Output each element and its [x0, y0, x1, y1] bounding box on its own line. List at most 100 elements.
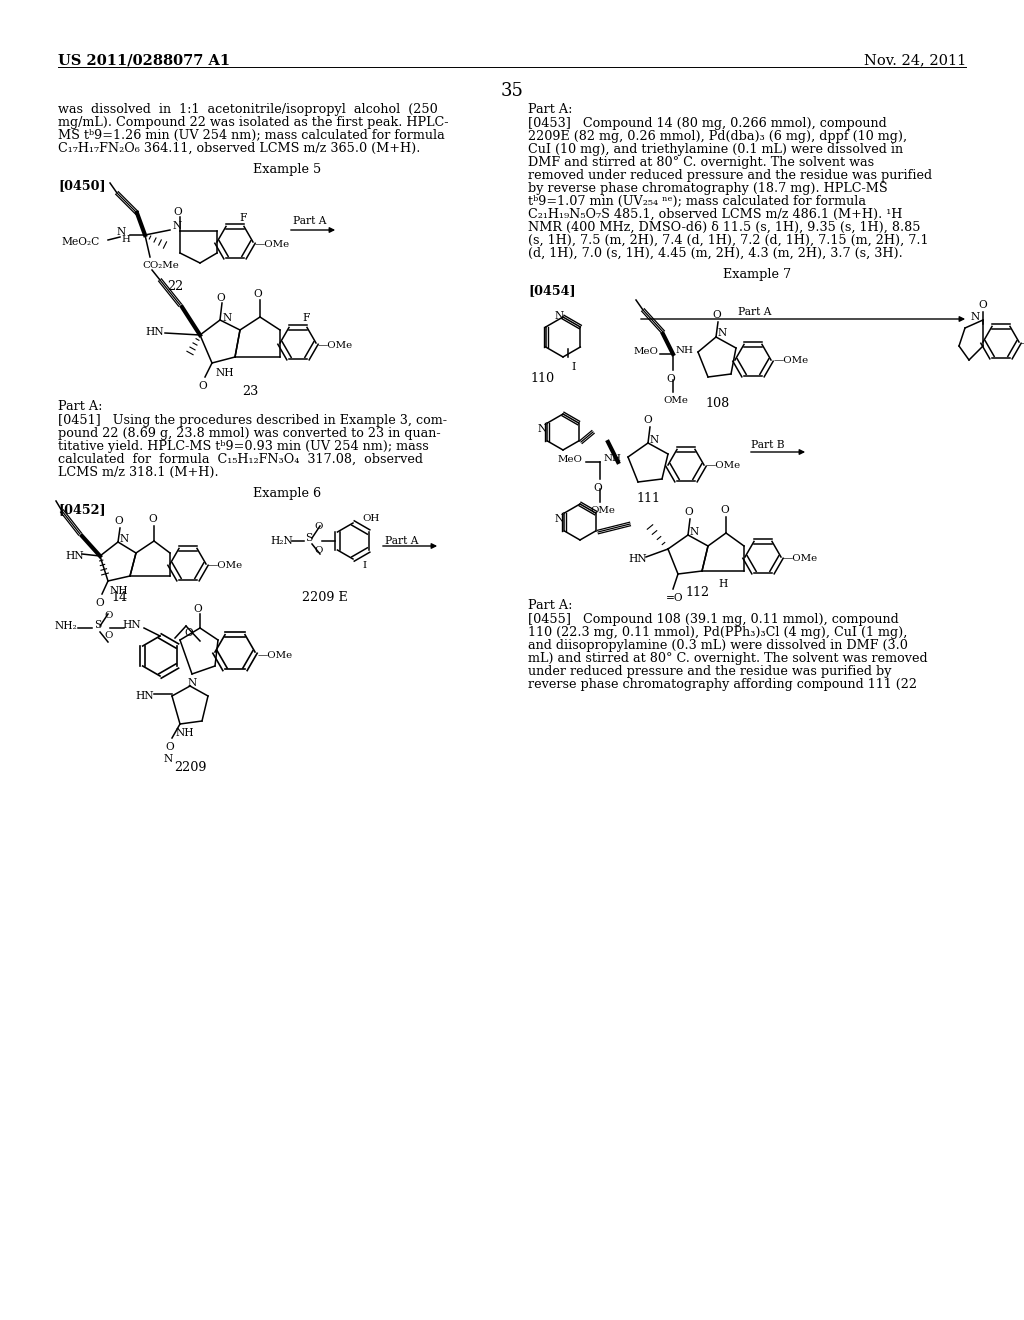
Text: mg/mL). Compound 22 was isolated as the first peak. HPLC-: mg/mL). Compound 22 was isolated as the … [58, 116, 449, 129]
Text: N: N [173, 220, 182, 231]
Text: H: H [718, 579, 727, 589]
Text: —OMe: —OMe [1021, 339, 1024, 348]
Text: O: O [314, 546, 323, 554]
Text: CO₂Me: CO₂Me [142, 261, 179, 271]
Text: [0450]: [0450] [58, 180, 105, 191]
Text: Part A:: Part A: [528, 599, 572, 612]
Text: N: N [117, 227, 126, 238]
Text: F: F [302, 313, 309, 323]
Text: 111: 111 [636, 492, 660, 506]
Text: O: O [193, 605, 202, 614]
Text: Part B: Part B [751, 440, 784, 450]
Text: MeO: MeO [558, 455, 583, 465]
Text: N: N [690, 527, 699, 537]
Text: 23: 23 [242, 385, 258, 399]
Text: 110: 110 [531, 372, 555, 385]
Text: O: O [253, 289, 262, 300]
Text: 35: 35 [501, 82, 523, 100]
Text: —OMe: —OMe [208, 561, 243, 570]
Text: Example 6: Example 6 [253, 487, 322, 500]
Text: pound 22 (8.69 g, 23.8 mmol) was converted to 23 in quan-: pound 22 (8.69 g, 23.8 mmol) was convert… [58, 426, 440, 440]
Text: C₁₇H₁₇FN₂O₆ 364.11, observed LCMS m/z 365.0 (M+H).: C₁₇H₁₇FN₂O₆ 364.11, observed LCMS m/z 36… [58, 143, 421, 154]
Text: Nov. 24, 2011: Nov. 24, 2011 [864, 53, 966, 67]
Text: O: O [104, 631, 113, 640]
Text: O: O [643, 414, 651, 425]
Text: tᵇ9=1.07 min (UV₂₅₄ ⁿᵉ); mass calculated for formula: tᵇ9=1.07 min (UV₂₅₄ ⁿᵉ); mass calculated… [528, 195, 866, 209]
Text: MS tᵇ9=1.26 min (UV 254 nm); mass calculated for formula: MS tᵇ9=1.26 min (UV 254 nm); mass calcul… [58, 129, 444, 143]
Text: HN: HN [135, 690, 154, 701]
Text: H: H [121, 235, 130, 244]
Text: =O: =O [666, 593, 684, 603]
Text: N: N [538, 424, 547, 434]
Text: [0453]   Compound 14 (80 mg, 0.266 mmol), compound: [0453] Compound 14 (80 mg, 0.266 mmol), … [528, 117, 887, 129]
Text: mL) and stirred at 80° C. overnight. The solvent was removed: mL) and stirred at 80° C. overnight. The… [528, 652, 928, 665]
Text: and diisopropylamine (0.3 mL) were dissolved in DMF (3.0: and diisopropylamine (0.3 mL) were disso… [528, 639, 908, 652]
Text: DMF and stirred at 80° C. overnight. The solvent was: DMF and stirred at 80° C. overnight. The… [528, 156, 874, 169]
Text: O: O [173, 207, 181, 216]
Text: O: O [593, 483, 602, 492]
Text: O: O [198, 381, 207, 391]
Text: O: O [95, 598, 103, 609]
Text: 2209: 2209 [174, 762, 206, 774]
Text: N: N [120, 535, 129, 544]
Text: (s, 1H), 7.5 (m, 2H), 7.4 (d, 1H), 7.2 (d, 1H), 7.15 (m, 2H), 7.1: (s, 1H), 7.5 (m, 2H), 7.4 (d, 1H), 7.2 (… [528, 234, 929, 247]
Text: NH: NH [216, 368, 234, 378]
Text: MeO: MeO [633, 347, 657, 356]
Text: O: O [148, 513, 157, 524]
Text: 108: 108 [706, 397, 730, 411]
Text: O: O [184, 628, 193, 638]
Text: was  dissolved  in  1:1  acetonitrile/isopropyl  alcohol  (250: was dissolved in 1:1 acetonitrile/isopro… [58, 103, 437, 116]
Text: US 2011/0288077 A1: US 2011/0288077 A1 [58, 53, 230, 67]
Text: HN: HN [628, 554, 646, 564]
Text: HN: HN [65, 550, 84, 561]
Text: NH₂: NH₂ [55, 620, 78, 631]
Text: 112: 112 [686, 586, 710, 599]
Text: O: O [684, 507, 693, 517]
Text: —OMe: —OMe [255, 240, 290, 249]
Text: O: O [104, 611, 113, 620]
Text: by reverse phase chromatography (18.7 mg). HPLC-MS: by reverse phase chromatography (18.7 mg… [528, 182, 888, 195]
Text: 2209E (82 mg, 0.26 mmol), Pd(dba)₃ (6 mg), dppf (10 mg),: 2209E (82 mg, 0.26 mmol), Pd(dba)₃ (6 mg… [528, 129, 907, 143]
Text: N: N [555, 513, 564, 524]
Text: NH: NH [603, 454, 621, 463]
Text: calculated  for  formula  C₁₅H₁₂FN₃O₄  317.08,  observed: calculated for formula C₁₅H₁₂FN₃O₄ 317.0… [58, 453, 423, 466]
Text: —OMe: —OMe [706, 461, 741, 470]
Text: NH: NH [110, 586, 129, 597]
Text: [0454]: [0454] [528, 284, 575, 297]
Text: F: F [239, 213, 247, 223]
Text: O: O [216, 293, 224, 304]
Text: OMe: OMe [590, 506, 614, 515]
Text: NH: NH [676, 346, 694, 355]
Text: S: S [305, 533, 312, 543]
Text: OMe: OMe [663, 396, 688, 405]
Text: NH: NH [176, 729, 195, 738]
Text: OH: OH [362, 513, 379, 523]
Text: Part A:: Part A: [58, 400, 102, 413]
Text: N: N [223, 313, 232, 323]
Text: —OMe: —OMe [783, 554, 818, 564]
Text: —OMe: —OMe [774, 356, 809, 366]
Text: O: O [314, 521, 323, 531]
Text: Part A:: Part A: [528, 103, 572, 116]
Text: MeO₂C: MeO₂C [61, 238, 99, 247]
Text: O: O [114, 516, 123, 525]
Text: (d, 1H), 7.0 (s, 1H), 4.45 (m, 2H), 4.3 (m, 2H), 3.7 (s, 3H).: (d, 1H), 7.0 (s, 1H), 4.45 (m, 2H), 4.3 … [528, 247, 903, 260]
Text: Example 5: Example 5 [253, 162, 322, 176]
Text: N: N [555, 312, 564, 321]
Text: NMR (400 MHz, DMSO-d6) δ 11.5 (s, 1H), 9.35 (s, 1H), 8.85: NMR (400 MHz, DMSO-d6) δ 11.5 (s, 1H), 9… [528, 220, 921, 234]
Text: LCMS m/z 318.1 (M+H).: LCMS m/z 318.1 (M+H). [58, 466, 219, 479]
Text: O: O [978, 300, 987, 310]
Text: [0455]   Compound 108 (39.1 mg, 0.11 mmol), compound: [0455] Compound 108 (39.1 mg, 0.11 mmol)… [528, 612, 899, 626]
Text: I: I [571, 362, 575, 372]
Text: —OMe: —OMe [258, 651, 293, 660]
Text: O: O [720, 506, 729, 515]
Text: reverse phase chromatography affording compound 111 (22: reverse phase chromatography affording c… [528, 678, 918, 690]
Text: Example 7: Example 7 [723, 268, 792, 281]
Text: C₂₁H₁₉N₅O₇S 485.1, observed LCMS m/z 486.1 (M+H). ¹H: C₂₁H₁₉N₅O₇S 485.1, observed LCMS m/z 486… [528, 209, 902, 220]
Text: N: N [650, 436, 659, 445]
Text: O: O [712, 310, 721, 319]
Text: 110 (22.3 mg, 0.11 mmol), Pd(PPh₃)₃Cl (4 mg), CuI (1 mg),: 110 (22.3 mg, 0.11 mmol), Pd(PPh₃)₃Cl (4… [528, 626, 907, 639]
Text: —OMe: —OMe [318, 341, 353, 350]
Text: 22: 22 [167, 280, 183, 293]
Text: O: O [165, 742, 174, 752]
